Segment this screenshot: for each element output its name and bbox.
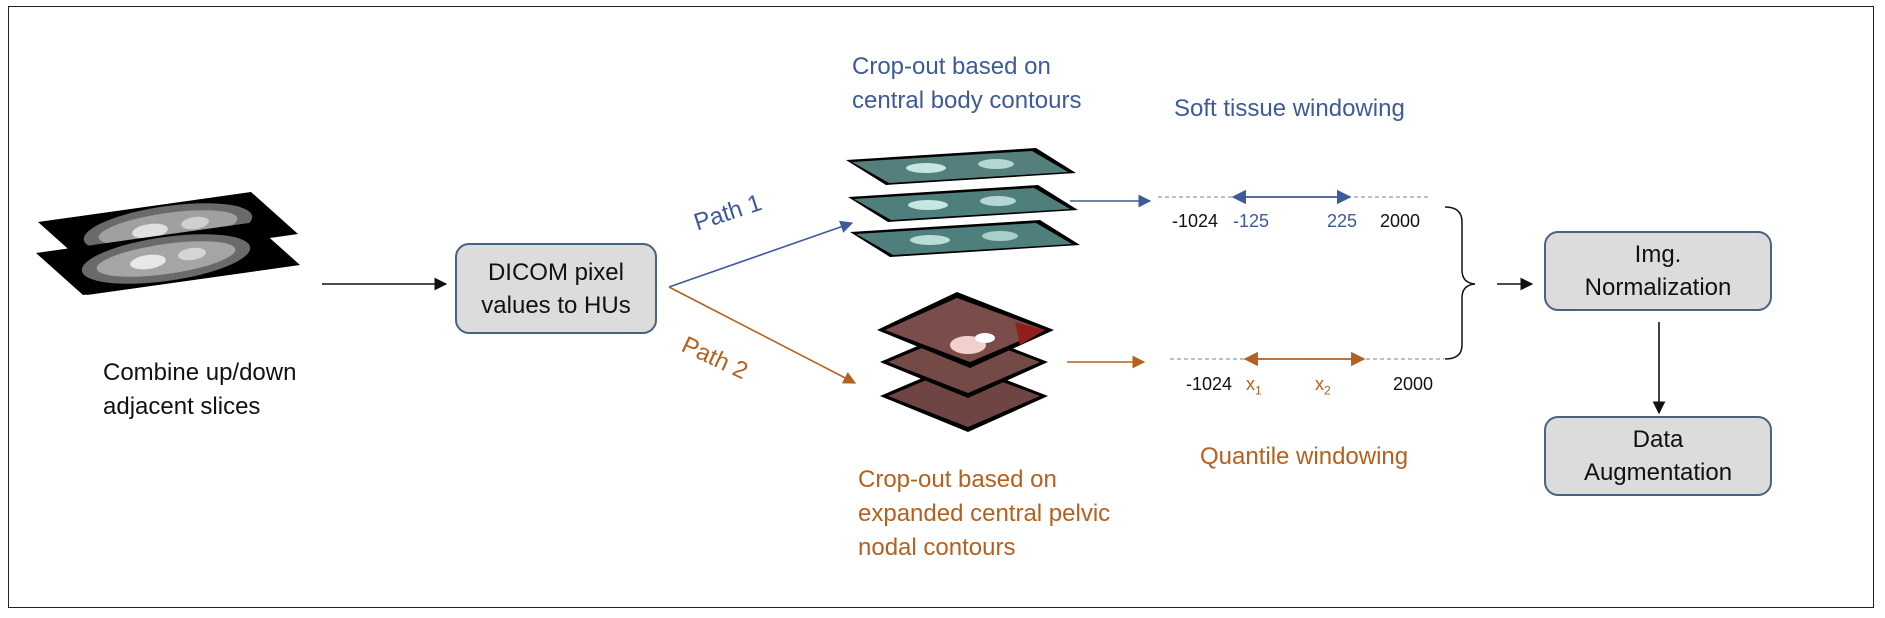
normalization-label: Img. Normalization <box>1584 241 1732 301</box>
quantile-max: 2000 <box>1393 374 1434 394</box>
quantile-title: Quantile windowing <box>1200 443 1409 470</box>
ct-crop-stack-icon <box>846 148 1080 257</box>
soft-tissue-low: -125 <box>1233 211 1270 231</box>
dicom-label: DICOM pixel values to HUs <box>481 258 631 319</box>
merge-brace <box>1444 206 1476 360</box>
normalization-box: Img. Normalization <box>1544 231 1772 311</box>
combine-label: Combine up/down adjacent slices <box>103 359 297 420</box>
quantile-min: -1024 <box>1186 374 1233 394</box>
augmentation-box: Data Augmentation <box>1544 416 1772 496</box>
ct-slice-stack-icon <box>36 192 300 295</box>
figure-frame <box>8 6 1874 608</box>
arrow-path1 <box>668 220 854 288</box>
soft-tissue-title: Soft tissue windowing <box>1174 95 1405 122</box>
pelvic-crop-stack-icon <box>877 292 1054 432</box>
arrow-path2 <box>668 286 857 384</box>
soft-tissue-max: 2000 <box>1380 211 1421 231</box>
soft-tissue-min: -1024 <box>1172 211 1219 231</box>
dicom-box: DICOM pixel values to HUs <box>455 243 657 334</box>
augmentation-label: Data Augmentation <box>1583 426 1733 486</box>
quantile-low: x1 <box>1246 374 1262 398</box>
quantile-high: x2 <box>1315 374 1331 398</box>
path1-crop-label: Crop-out based on central body contours <box>852 53 1082 114</box>
path2-crop-label: Crop-out based on expanded central pelvi… <box>858 466 1111 561</box>
soft-tissue-high: 225 <box>1327 211 1358 231</box>
